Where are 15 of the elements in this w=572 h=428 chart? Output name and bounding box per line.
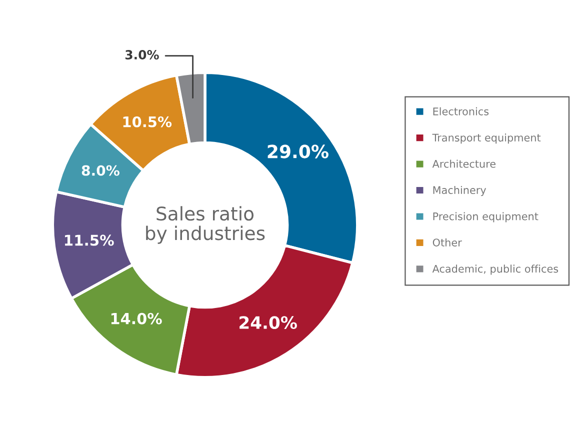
legend-label: Other bbox=[432, 238, 462, 246]
data-label: 14.0% bbox=[111, 312, 162, 324]
legend-label: Academic, public offices bbox=[432, 264, 558, 275]
legend-label: Electronics bbox=[433, 107, 489, 116]
data-label: 11.5% bbox=[64, 234, 114, 246]
data-label: 3.0% bbox=[125, 50, 159, 60]
data-label: 10.5% bbox=[123, 116, 172, 128]
text: Sales ratio by industries bbox=[146, 206, 265, 244]
data-label: 8.0% bbox=[82, 165, 120, 176]
legend-label: Machinery bbox=[433, 186, 486, 196]
data-label: 29.0% bbox=[268, 144, 328, 158]
legend-label: Architecture bbox=[432, 160, 496, 168]
data-label: 24.0% bbox=[240, 316, 297, 330]
legend-label: Transport equipment bbox=[432, 134, 541, 144]
legend-label: Precision equipment bbox=[433, 212, 538, 222]
